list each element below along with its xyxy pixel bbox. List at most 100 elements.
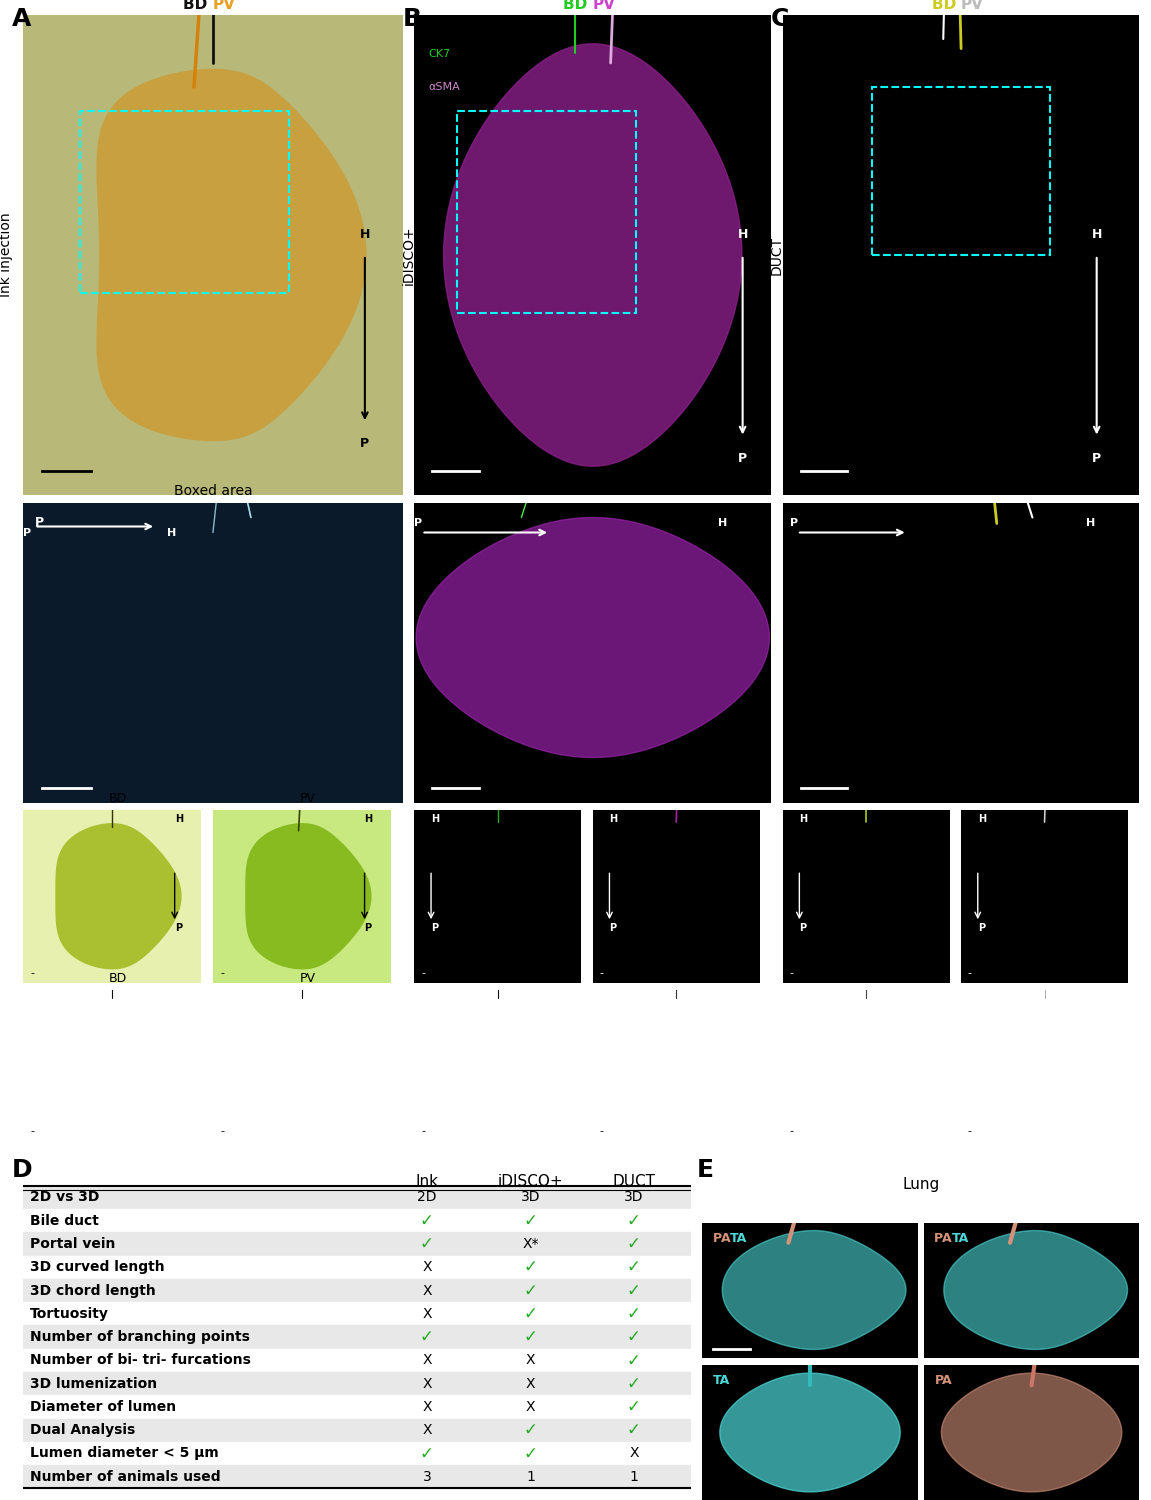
Text: H: H xyxy=(977,815,986,824)
Text: H: H xyxy=(738,228,748,240)
Text: 2D: 2D xyxy=(417,1191,436,1204)
Text: A: A xyxy=(12,8,31,32)
Text: X: X xyxy=(526,1400,535,1414)
Text: Portal vein: Portal vein xyxy=(30,1238,115,1251)
Bar xyxy=(23,1419,691,1442)
Text: E: E xyxy=(696,1158,714,1182)
Text: 1: 1 xyxy=(526,1470,535,1484)
Text: PV: PV xyxy=(1043,972,1058,986)
Text: BD: BD xyxy=(863,792,881,806)
Text: -: - xyxy=(968,1126,971,1136)
Text: Bile duct: Bile duct xyxy=(30,1214,99,1227)
Polygon shape xyxy=(56,824,181,969)
Polygon shape xyxy=(723,1230,906,1350)
Text: Lung: Lung xyxy=(902,1178,939,1192)
Text: ✓: ✓ xyxy=(627,1374,641,1392)
Bar xyxy=(23,1326,691,1348)
Text: TA: TA xyxy=(952,1232,969,1245)
Text: B: B xyxy=(403,8,422,32)
Text: Boxed area: Boxed area xyxy=(922,484,1000,498)
Text: -: - xyxy=(600,1126,603,1136)
Text: 3D curved length: 3D curved length xyxy=(30,1260,165,1274)
Text: TA: TA xyxy=(730,1232,747,1245)
Text: 3D chord length: 3D chord length xyxy=(30,1284,155,1298)
Polygon shape xyxy=(417,518,769,758)
Text: H: H xyxy=(359,228,371,240)
Bar xyxy=(23,1372,691,1395)
Text: ✓: ✓ xyxy=(524,1305,538,1323)
Text: P: P xyxy=(23,528,31,537)
Polygon shape xyxy=(944,1230,1128,1350)
Text: P: P xyxy=(35,516,44,530)
Text: 3D: 3D xyxy=(624,1191,643,1204)
Text: X: X xyxy=(422,1284,432,1298)
Text: D: D xyxy=(12,1158,32,1182)
Text: PV: PV xyxy=(593,0,616,12)
Text: P: P xyxy=(610,922,617,933)
Text: BD: BD xyxy=(183,0,213,12)
Bar xyxy=(23,1395,691,1419)
Text: H: H xyxy=(718,519,727,528)
Polygon shape xyxy=(97,69,366,441)
Text: DUCT: DUCT xyxy=(770,236,784,274)
Text: PV: PV xyxy=(213,0,236,12)
Text: ✓: ✓ xyxy=(420,1212,434,1230)
Text: Lumen diameter < 5 μm: Lumen diameter < 5 μm xyxy=(30,1446,219,1461)
Text: -: - xyxy=(421,968,425,978)
Text: -: - xyxy=(220,968,224,978)
Text: X: X xyxy=(422,1260,432,1274)
Text: P: P xyxy=(738,452,747,465)
Text: Dual Analysis: Dual Analysis xyxy=(30,1424,135,1437)
Text: 3: 3 xyxy=(422,1470,432,1484)
Text: ✓: ✓ xyxy=(420,1444,434,1462)
Bar xyxy=(23,1348,691,1372)
Text: ✓: ✓ xyxy=(627,1305,641,1323)
Text: H: H xyxy=(167,528,176,537)
Text: H: H xyxy=(1085,519,1096,528)
Text: BD: BD xyxy=(495,972,512,986)
Text: PA: PA xyxy=(712,1232,734,1245)
Text: P: P xyxy=(799,922,807,933)
Text: ✓: ✓ xyxy=(627,1328,641,1346)
Text: PV: PV xyxy=(674,972,689,986)
Text: BD: BD xyxy=(931,0,961,12)
Text: ✓: ✓ xyxy=(627,1420,641,1438)
Text: Number of bi- tri- furcations: Number of bi- tri- furcations xyxy=(30,1353,251,1368)
Text: ✓: ✓ xyxy=(627,1234,641,1252)
Text: 3D: 3D xyxy=(520,1191,540,1204)
Text: ✓: ✓ xyxy=(420,1234,434,1252)
Text: BD: BD xyxy=(863,972,881,986)
Text: BD: BD xyxy=(109,972,127,986)
Text: PV: PV xyxy=(300,792,315,806)
Text: CK7: CK7 xyxy=(428,48,451,58)
Text: BD: BD xyxy=(109,792,127,806)
Text: -: - xyxy=(790,1126,793,1136)
Text: X: X xyxy=(422,1306,432,1322)
Bar xyxy=(23,1302,691,1326)
Text: ✓: ✓ xyxy=(524,1212,538,1230)
Text: Tortuosity: Tortuosity xyxy=(30,1306,108,1322)
Text: TA: TA xyxy=(712,1374,730,1388)
Text: -: - xyxy=(600,968,603,978)
Text: ✓: ✓ xyxy=(627,1258,641,1276)
Text: PV: PV xyxy=(1043,792,1058,806)
Bar xyxy=(23,1186,691,1209)
Text: ✓: ✓ xyxy=(524,1444,538,1462)
Text: -: - xyxy=(790,968,793,978)
Text: P: P xyxy=(977,922,985,933)
Text: Boxed area: Boxed area xyxy=(554,484,632,498)
Text: ✓: ✓ xyxy=(627,1352,641,1370)
Text: αSMA: αSMA xyxy=(428,82,460,92)
Text: PV: PV xyxy=(300,972,315,986)
Text: -: - xyxy=(30,1126,35,1136)
Text: H: H xyxy=(1091,228,1102,240)
Text: -: - xyxy=(421,1126,425,1136)
Text: iDISCO+: iDISCO+ xyxy=(497,1173,563,1188)
Polygon shape xyxy=(443,44,742,466)
Text: P: P xyxy=(430,922,439,933)
Text: iDISCO+: iDISCO+ xyxy=(402,225,416,285)
Text: X: X xyxy=(422,1424,432,1437)
Text: 1: 1 xyxy=(630,1470,639,1484)
Text: ✓: ✓ xyxy=(524,1420,538,1438)
Text: ✓: ✓ xyxy=(524,1258,538,1276)
